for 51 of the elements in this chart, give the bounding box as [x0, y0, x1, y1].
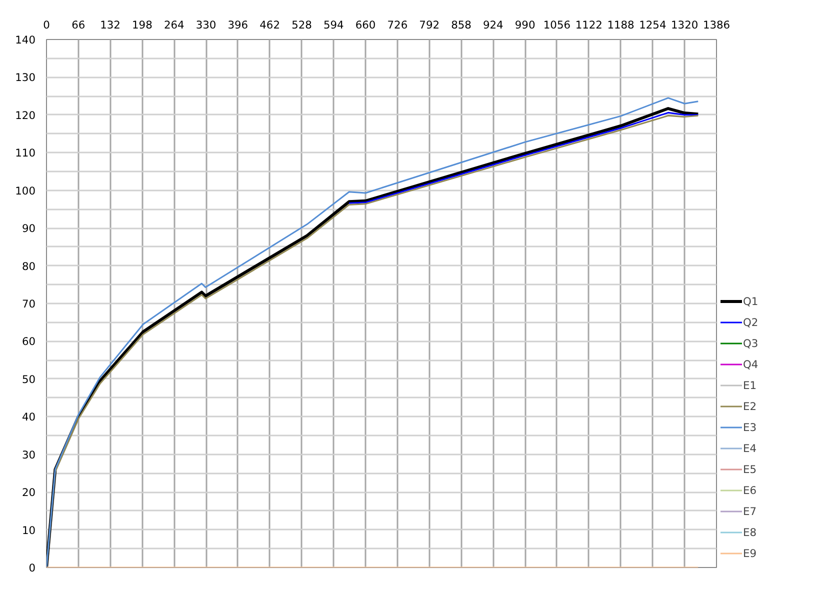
- legend-label: Q1: [743, 294, 760, 308]
- legend-label: E3: [743, 420, 758, 434]
- y-tick-label: 140: [15, 34, 36, 46]
- y-tick-label: 20: [22, 486, 36, 500]
- x-tick-label: 1386: [702, 18, 730, 32]
- x-tick-label: 1188: [607, 18, 635, 32]
- x-tick-label: 726: [387, 18, 408, 32]
- x-tick-label: 330: [196, 18, 216, 32]
- x-tick-label: 396: [228, 18, 248, 32]
- x-tick-label: 990: [514, 18, 536, 32]
- x-tick-label: 528: [292, 18, 312, 32]
- x-tick-label: 1254: [639, 18, 666, 32]
- y-tick-label: 0: [28, 562, 36, 574]
- x-tick-label: 198: [132, 18, 153, 32]
- x-tick-label: 1320: [671, 18, 698, 32]
- y-tick-label: 50: [22, 372, 36, 386]
- legend-label: E4: [743, 442, 758, 454]
- x-tick-label: 924: [482, 18, 504, 32]
- y-tick-label: 100: [15, 184, 36, 198]
- legend-label: Q2: [743, 316, 760, 328]
- legend-label: Q3: [743, 336, 760, 350]
- line-series: [348, 112, 699, 204]
- legend-label: Q4: [743, 358, 760, 370]
- legend-label: E6: [743, 484, 758, 496]
- x-tick-label: 1056: [543, 18, 571, 32]
- legend-label: E1: [743, 378, 758, 392]
- x-tick-label: 858: [451, 18, 472, 32]
- y-tick-label: 120: [15, 108, 36, 122]
- y-tick-label: 110: [15, 146, 36, 160]
- y-tick-label: 10: [22, 524, 36, 537]
- y-tick-label: 90: [22, 222, 36, 236]
- x-tick-label: 1122: [575, 18, 602, 32]
- y-tick-label: 70: [22, 298, 36, 310]
- legend-label: E7: [743, 504, 758, 518]
- y-tick-label: 40: [22, 410, 36, 424]
- legend-label: E2: [743, 400, 758, 412]
- x-tick-label: 264: [164, 18, 185, 32]
- x-tick-label: 462: [260, 18, 280, 32]
- legend-label: E5: [743, 462, 758, 476]
- legend-label: E8: [743, 526, 758, 538]
- y-tick-label: 80: [22, 260, 36, 273]
- y-tick-label: 60: [22, 335, 36, 348]
- x-tick-label: 792: [419, 18, 440, 32]
- x-tick-label: 132: [100, 18, 120, 32]
- x-tick-label: 0: [43, 18, 50, 32]
- x-tick-label: 660: [355, 18, 376, 32]
- y-tick-label: 130: [15, 71, 36, 84]
- x-tick-label: 594: [323, 18, 344, 32]
- x-tick-label: 66: [72, 18, 86, 32]
- y-tick-label: 30: [22, 448, 36, 462]
- legend-label: E9: [743, 546, 758, 560]
